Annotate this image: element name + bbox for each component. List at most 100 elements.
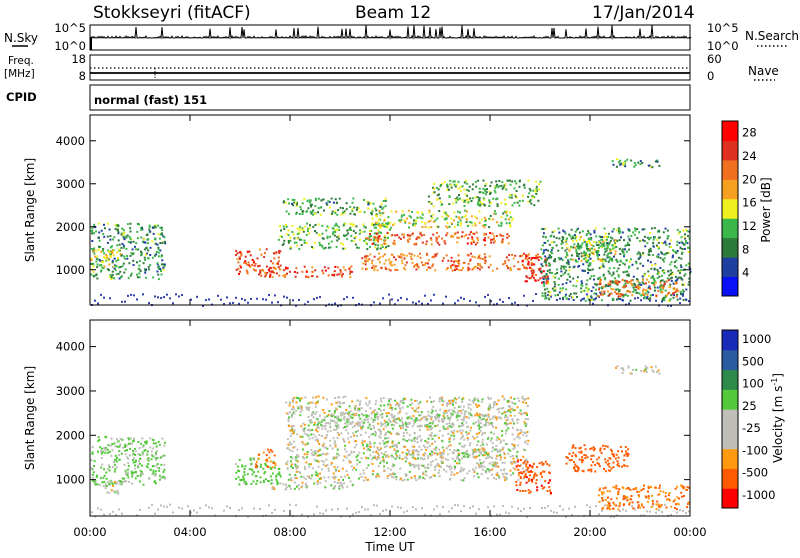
- data-pixel: [562, 273, 564, 275]
- data-pixel: [331, 274, 333, 276]
- data-pixel: [135, 242, 137, 244]
- data-pixel: [426, 400, 428, 402]
- data-pixel: [380, 267, 382, 269]
- data-pixel: [512, 427, 514, 429]
- data-pixel: [289, 441, 291, 443]
- data-pixel: [664, 281, 666, 283]
- data-pixel: [317, 418, 319, 420]
- data-pixel: [676, 282, 678, 284]
- data-pixel: [352, 223, 354, 225]
- data-pixel: [414, 440, 416, 442]
- data-pixel: [599, 283, 601, 285]
- scatter-pixel: [196, 512, 198, 514]
- data-pixel: [135, 248, 137, 250]
- data-pixel: [566, 243, 568, 245]
- data-pixel: [315, 406, 317, 408]
- data-pixel: [292, 450, 294, 452]
- data-pixel: [398, 412, 400, 414]
- data-pixel: [96, 476, 98, 478]
- data-pixel: [414, 437, 416, 439]
- data-pixel: [101, 453, 103, 455]
- data-pixel: [115, 260, 117, 262]
- data-pixel: [521, 397, 523, 399]
- data-pixel: [371, 463, 373, 465]
- data-pixel: [112, 274, 114, 276]
- data-pixel: [455, 216, 457, 218]
- velocity-data-layer: [90, 365, 690, 518]
- data-pixel: [367, 208, 369, 210]
- data-pixel: [344, 445, 346, 447]
- data-pixel: [159, 242, 161, 244]
- data-pixel: [544, 289, 546, 291]
- scatter-pixel: [664, 504, 666, 506]
- data-pixel: [132, 248, 134, 250]
- data-pixel: [600, 259, 602, 261]
- data-pixel: [336, 246, 338, 248]
- data-pixel: [147, 257, 149, 259]
- data-pixel: [98, 237, 100, 239]
- data-pixel: [490, 192, 492, 194]
- colorbar-segment: [722, 179, 738, 199]
- data-pixel: [594, 249, 596, 251]
- data-pixel: [321, 233, 323, 235]
- data-pixel: [288, 485, 290, 487]
- data-pixel: [549, 294, 551, 296]
- data-pixel: [363, 452, 365, 454]
- data-pixel: [544, 292, 546, 294]
- data-pixel: [662, 298, 664, 300]
- data-pixel: [136, 231, 138, 233]
- data-pixel: [500, 456, 502, 458]
- data-pixel: [472, 197, 474, 199]
- data-pixel: [571, 238, 573, 240]
- data-pixel: [258, 274, 260, 276]
- data-pixel: [359, 400, 361, 402]
- scatter-pixel: [358, 511, 360, 513]
- data-pixel: [498, 417, 500, 419]
- data-pixel: [509, 405, 511, 407]
- data-pixel: [300, 206, 302, 208]
- data-pixel: [623, 271, 625, 273]
- data-pixel: [365, 403, 367, 405]
- data-pixel: [595, 235, 597, 237]
- data-pixel: [427, 464, 429, 466]
- data-pixel: [280, 230, 282, 232]
- data-pixel: [575, 260, 577, 262]
- data-pixel: [471, 256, 473, 258]
- data-pixel: [419, 217, 421, 219]
- data-pixel: [377, 244, 379, 246]
- data-pixel: [259, 265, 261, 267]
- data-pixel: [342, 396, 344, 398]
- data-pixel: [550, 235, 552, 237]
- data-pixel: [99, 259, 101, 261]
- data-pixel: [241, 466, 243, 468]
- data-pixel: [278, 275, 280, 277]
- data-pixel: [568, 261, 570, 263]
- data-pixel: [425, 243, 427, 245]
- data-pixel: [315, 436, 317, 438]
- data-pixel: [545, 265, 547, 267]
- data-pixel: [434, 220, 436, 222]
- data-pixel: [523, 253, 525, 255]
- data-pixel: [355, 469, 357, 471]
- data-pixel: [294, 237, 296, 239]
- data-pixel: [315, 224, 317, 226]
- data-pixel: [340, 207, 342, 209]
- data-pixel: [439, 452, 441, 454]
- data-pixel: [403, 234, 405, 236]
- data-pixel: [451, 187, 453, 189]
- data-pixel: [496, 474, 498, 476]
- data-pixel: [409, 235, 411, 237]
- data-pixel: [642, 265, 644, 267]
- data-pixel: [458, 457, 460, 459]
- data-pixel: [387, 226, 389, 228]
- data-pixel: [491, 474, 493, 476]
- data-pixel: [238, 268, 240, 270]
- data-pixel: [487, 468, 489, 470]
- data-pixel: [676, 241, 678, 243]
- data-pixel: [285, 488, 287, 490]
- data-pixel: [288, 416, 290, 418]
- data-pixel: [268, 451, 270, 453]
- data-pixel: [530, 259, 532, 261]
- data-pixel: [537, 257, 539, 259]
- data-pixel: [655, 282, 657, 284]
